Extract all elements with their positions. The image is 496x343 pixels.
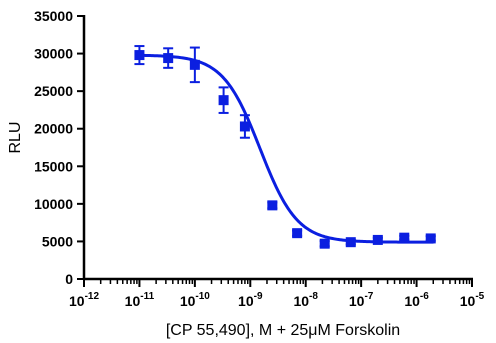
data-point bbox=[189, 59, 200, 70]
x-axis-ticks: 10-12 10-11 10-10 10-9 10-8 10-7 10-6 10-5 bbox=[69, 279, 485, 309]
data-point bbox=[163, 53, 174, 64]
x-tick-label: 10-5 bbox=[460, 291, 485, 309]
x-tick-label: 10-8 bbox=[293, 291, 318, 309]
y-tick-label: 30000 bbox=[34, 46, 73, 62]
y-tick-label: 20000 bbox=[34, 121, 73, 137]
data-point bbox=[292, 228, 303, 239]
y-tick-label: 5000 bbox=[42, 233, 73, 249]
data-point bbox=[372, 234, 383, 245]
fit-curve bbox=[136, 53, 434, 244]
y-axis-ticks: 0 5000 10000 15000 20000 25000 30000 35000 bbox=[34, 8, 84, 287]
x-tick-label: 10-6 bbox=[404, 291, 429, 309]
data-point bbox=[425, 233, 436, 244]
x-tick-label: 10-10 bbox=[180, 291, 210, 309]
y-tick-label: 10000 bbox=[34, 196, 73, 212]
x-tick-label: 10-12 bbox=[69, 291, 99, 309]
data-point bbox=[134, 50, 145, 61]
data-point bbox=[345, 237, 356, 248]
x-tick-label: 10-11 bbox=[125, 291, 155, 309]
data-point bbox=[319, 238, 330, 249]
data-point bbox=[267, 200, 278, 211]
data-point bbox=[218, 95, 229, 106]
y-tick-label: 15000 bbox=[34, 158, 73, 174]
y-tick-label: 0 bbox=[65, 271, 73, 287]
x-tick-label: 10-9 bbox=[238, 291, 263, 309]
data-point bbox=[399, 232, 410, 243]
y-tick-label: 25000 bbox=[34, 83, 73, 99]
y-tick-label: 35000 bbox=[34, 8, 73, 24]
x-axis-title: [CP 55,490], M + 25μM Forskolin bbox=[166, 322, 400, 339]
series-layer bbox=[134, 45, 436, 249]
y-axis-title: RLU bbox=[7, 121, 24, 153]
data-point bbox=[239, 121, 250, 132]
x-tick-label: 10-7 bbox=[349, 291, 374, 309]
